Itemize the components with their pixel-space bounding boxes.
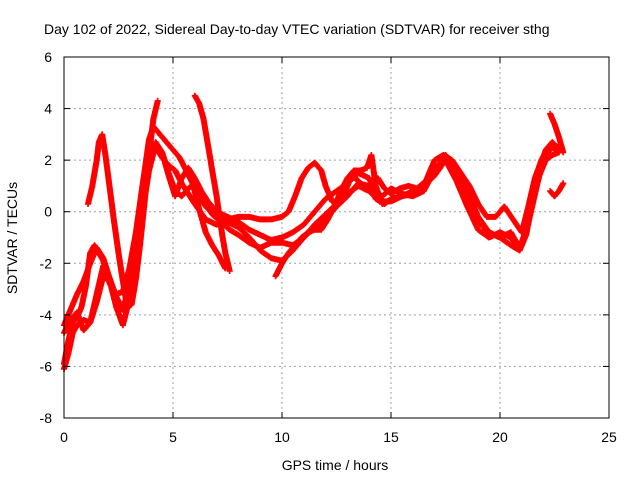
- chart-title: Day 102 of 2022, Sidereal Day-to-day VTE…: [44, 21, 550, 37]
- y-tick-label: -4: [40, 307, 53, 323]
- series-track-10: [547, 180, 567, 200]
- y-axis-label: SDTVAR / TECUs: [4, 182, 20, 294]
- y-tick-label: 2: [44, 152, 52, 168]
- data-point-markers: [272, 152, 386, 280]
- x-tick-label: 20: [492, 429, 508, 445]
- data-point-markers: [85, 97, 161, 311]
- y-tick-label: 4: [44, 101, 52, 117]
- plot-frame: [63, 56, 610, 419]
- data-points: [61, 92, 567, 372]
- series-track-9: [547, 110, 567, 156]
- x-tick-label: 5: [169, 429, 177, 445]
- y-tick-label: 6: [44, 49, 52, 65]
- series-track-7: [189, 180, 229, 272]
- data-point-markers: [191, 92, 233, 274]
- x-tick-label: 10: [274, 429, 290, 445]
- series-track-6: [191, 92, 233, 274]
- x-axis-label: GPS time / hours: [282, 457, 389, 473]
- y-tick-label: -6: [40, 358, 53, 374]
- data-point-markers: [189, 180, 229, 272]
- x-tick-label: 25: [601, 429, 617, 445]
- x-tick-label: 15: [383, 429, 399, 445]
- data-point-markers: [547, 180, 567, 200]
- y-tick-label: 0: [44, 204, 52, 220]
- axis-ticks: 0 5 10 15 20 25 -8 -6 -4 -2 0 2 4 6: [40, 49, 617, 445]
- data-point-markers: [547, 110, 567, 156]
- y-tick-label: -8: [40, 410, 53, 426]
- x-tick-label: 0: [60, 429, 68, 445]
- series-track-5: [85, 97, 161, 311]
- y-tick-label: -2: [40, 255, 53, 271]
- series-track-8: [272, 152, 386, 280]
